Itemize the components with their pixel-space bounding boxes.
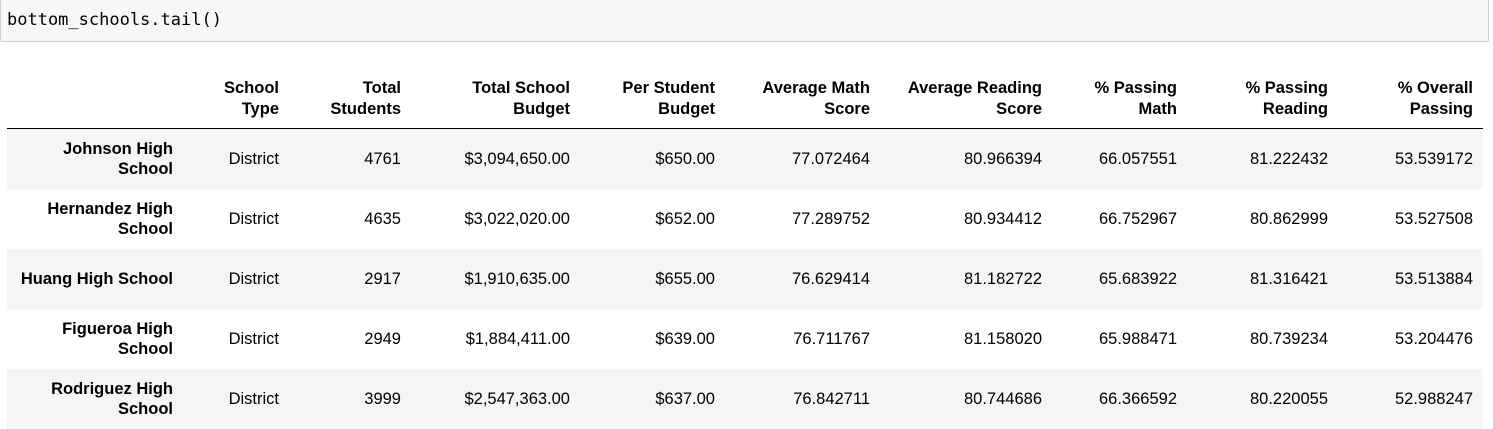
column-header: Average Math Score xyxy=(725,78,880,129)
row-index-label: Johnson High School xyxy=(63,140,173,178)
table-cell: 76.711767 xyxy=(793,330,870,348)
table-row: Rodriguez High School District 3999 $2,5… xyxy=(7,369,1483,429)
table-cell: 66.057551 xyxy=(1099,150,1177,168)
row-index-label: Figueroa High School xyxy=(62,320,173,358)
table-cell: 53.527508 xyxy=(1395,210,1473,228)
table-cell: 65.988471 xyxy=(1099,330,1177,348)
table-cell: 80.966394 xyxy=(964,150,1042,168)
table-cell: 4761 xyxy=(364,150,401,168)
column-header: % Overall Passing xyxy=(1338,78,1483,129)
table-cell: 80.739234 xyxy=(1250,330,1328,348)
table-cell: $655.00 xyxy=(655,270,715,288)
row-index-label: Huang High School xyxy=(20,270,173,288)
table-cell: 76.842711 xyxy=(793,390,870,408)
table-cell: District xyxy=(228,210,279,228)
table-cell: 4635 xyxy=(364,210,401,228)
column-header: School Type xyxy=(183,78,289,129)
table-cell: $637.00 xyxy=(655,390,715,408)
table-cell: $3,094,650.00 xyxy=(464,150,570,168)
table-row: Johnson High School District 4761 $3,094… xyxy=(7,128,1483,189)
table-cell: $652.00 xyxy=(655,210,715,228)
table-cell: District xyxy=(228,150,279,168)
table-cell: 2917 xyxy=(364,270,401,288)
table-cell: 81.222432 xyxy=(1250,150,1328,168)
table-cell: 66.366592 xyxy=(1099,390,1177,408)
table-cell: 53.513884 xyxy=(1395,270,1473,288)
table-cell: 77.289752 xyxy=(792,210,870,228)
column-header: % Passing Math xyxy=(1052,78,1187,129)
column-header: % Passing Reading xyxy=(1187,78,1338,129)
code-cell-input[interactable]: bottom_schools.tail() xyxy=(0,0,1489,42)
table-cell: District xyxy=(228,330,279,348)
table-cell: 65.683922 xyxy=(1099,270,1177,288)
table-cell: 2949 xyxy=(364,330,401,348)
table-cell: 76.629414 xyxy=(792,270,870,288)
column-header: Total Students xyxy=(289,78,411,129)
table-cell: 80.220055 xyxy=(1250,390,1328,408)
table-cell: 77.072464 xyxy=(792,150,870,168)
dataframe-table: School Type Total Students Total School … xyxy=(7,78,1483,429)
index-header xyxy=(7,78,183,129)
column-header: Average Reading Score xyxy=(880,78,1052,129)
table-cell: $2,547,363.00 xyxy=(464,390,570,408)
table-cell: District xyxy=(228,390,279,408)
table-cell: $3,022,020.00 xyxy=(464,210,570,228)
table-cell: District xyxy=(228,270,279,288)
table-cell: 52.988247 xyxy=(1395,390,1473,408)
table-cell: $1,910,635.00 xyxy=(464,270,570,288)
cell-output: School Type Total Students Total School … xyxy=(7,78,1483,429)
table-cell: 53.204476 xyxy=(1395,330,1473,348)
table-row: Figueroa High School District 2949 $1,88… xyxy=(7,309,1483,369)
table-cell: 81.158020 xyxy=(964,330,1042,348)
table-row: Huang High School District 2917 $1,910,6… xyxy=(7,249,1483,309)
table-cell: 81.182722 xyxy=(964,270,1042,288)
table-cell: 66.752967 xyxy=(1099,210,1177,228)
table-cell: 53.539172 xyxy=(1395,150,1473,168)
header-row: School Type Total Students Total School … xyxy=(7,78,1483,129)
column-header: Total School Budget xyxy=(411,78,580,129)
table-cell: 80.862999 xyxy=(1250,210,1328,228)
table-row: Hernandez High School District 4635 $3,0… xyxy=(7,189,1483,249)
row-index-label: Rodriguez High School xyxy=(51,380,173,418)
table-cell: 81.316421 xyxy=(1250,270,1328,288)
table-cell: 3999 xyxy=(364,390,401,408)
row-index-label: Hernandez High School xyxy=(47,200,173,238)
table-cell: 80.744686 xyxy=(964,390,1042,408)
table-cell: 80.934412 xyxy=(964,210,1042,228)
table-cell: $1,884,411.00 xyxy=(465,330,570,348)
column-header: Per Student Budget xyxy=(580,78,725,129)
code-text[interactable]: bottom_schools.tail() xyxy=(7,10,222,30)
table-cell: $650.00 xyxy=(655,150,715,168)
table-cell: $639.00 xyxy=(655,330,715,348)
